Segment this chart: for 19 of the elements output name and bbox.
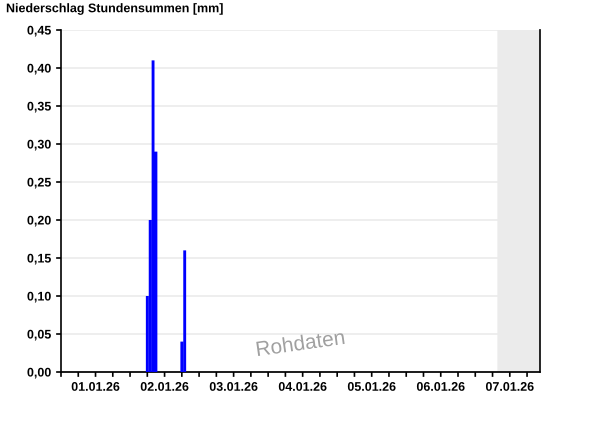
y-tick-label: 0,25: [27, 178, 51, 188]
y-tick-label: 0,10: [27, 292, 51, 302]
y-tick-label: 0,40: [27, 64, 51, 74]
x-tick-label: 01.01.26: [72, 382, 120, 391]
x-tick-label: 02.01.26: [140, 382, 188, 391]
y-tick-label: 0,45: [27, 26, 51, 36]
x-tick-label: 04.01.26: [278, 382, 327, 391]
chart-title: Niederschlag Stundensummen [mm]: [6, 3, 223, 15]
x-tick-label: 07.01.26: [486, 382, 534, 391]
y-tick-label: 0,15: [27, 254, 51, 264]
y-tick-label: 0,00: [27, 368, 51, 378]
y-tick-label: 0,35: [27, 102, 51, 112]
x-tick-label: 05.01.26: [348, 382, 396, 391]
y-tick-label: 0,30: [27, 140, 51, 150]
x-tick-label: 06.01.26: [416, 382, 465, 391]
annotation: Rohdaten: [256, 328, 345, 356]
x-tick-label: 03.01.26: [210, 382, 258, 391]
y-tick-label: 0,20: [27, 216, 51, 226]
y-tick-label: 0,05: [27, 330, 51, 340]
